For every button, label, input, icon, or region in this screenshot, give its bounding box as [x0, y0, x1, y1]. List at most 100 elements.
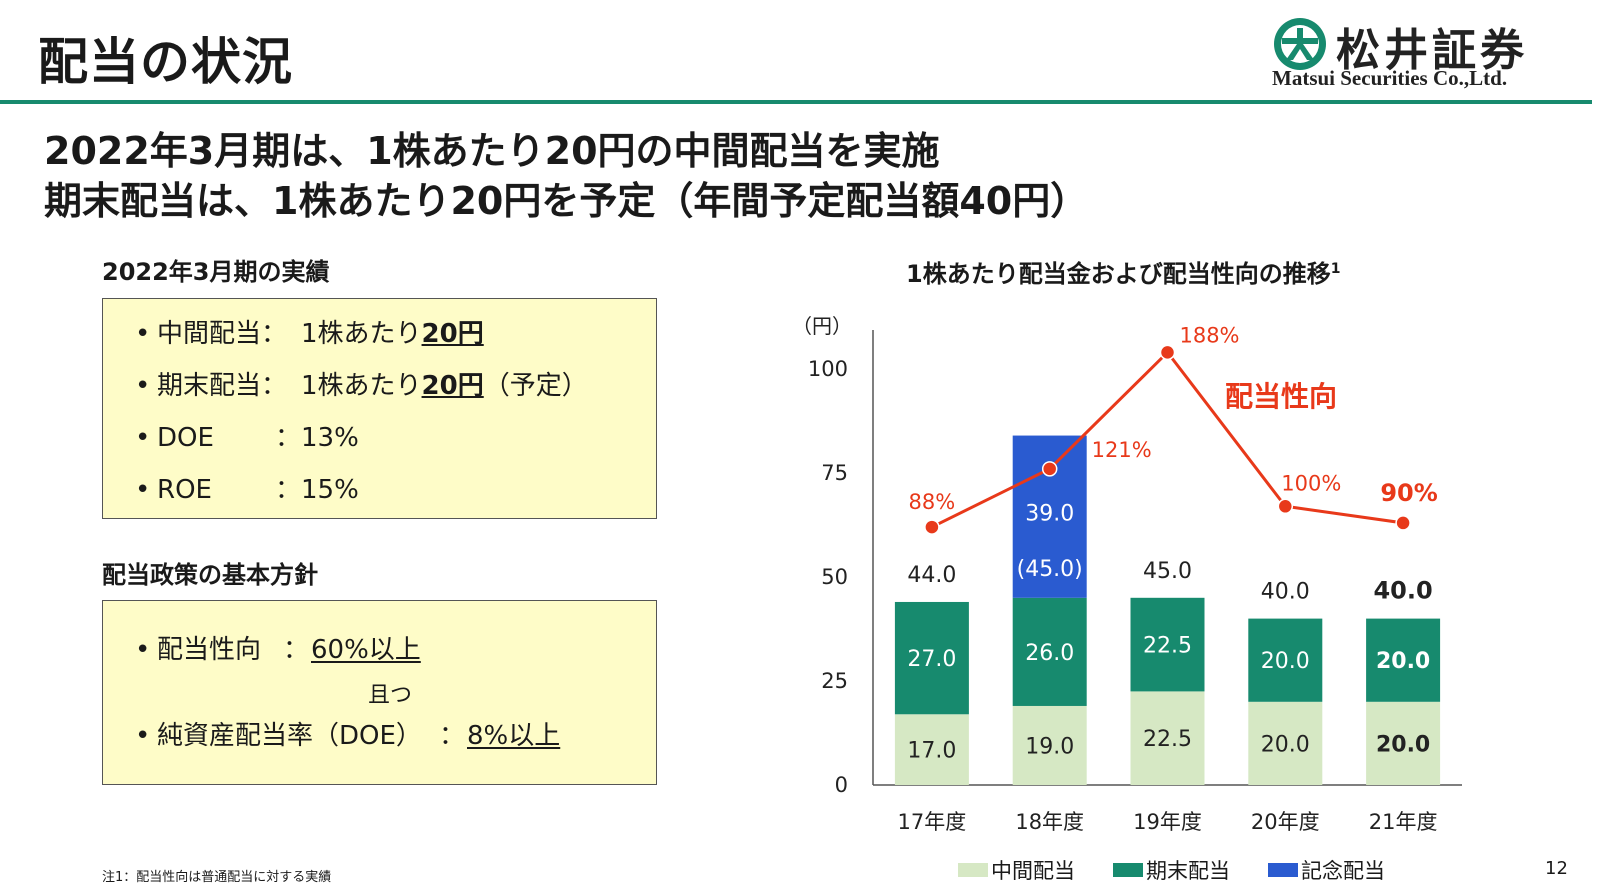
bar-interim [1130, 691, 1205, 785]
policy-section-title: 配当政策の基本方針 [102, 561, 318, 589]
bar-value-label: 26.0 [1025, 641, 1074, 666]
bar-final [1366, 618, 1441, 702]
bar-final [894, 601, 969, 715]
y-axis-unit-label: （円） [792, 314, 852, 338]
bar-value-label: 17.0 [907, 739, 956, 764]
results-row-label: ROE [157, 475, 212, 505]
bullet-icon: • [135, 319, 151, 349]
results-row-prefix: 1株あたり [301, 319, 422, 349]
bar-value-label: 20.0 [1261, 649, 1310, 674]
legend-label: 期末配当 [1146, 859, 1230, 883]
page-number: 12 [1545, 858, 1568, 879]
bar-value-label: 39.0 [1025, 502, 1074, 527]
results-row-prefix: 1株あたり [301, 371, 422, 401]
chart-title: 1株あたり配当金および配当性向の推移1 [906, 254, 1340, 289]
payout-ratio-label: 100% [1281, 471, 1341, 495]
x-tick-label: 21年度 [1369, 810, 1438, 834]
policy-row-label: 純資産配当率（DOE） [157, 721, 422, 751]
y-tick-label: 0 [835, 773, 848, 797]
payout-ratio-point [1277, 498, 1294, 515]
policy-row-value: 60%以上 [311, 635, 421, 665]
policy-row-payout: • 配当性向 ：60%以上 [135, 629, 421, 666]
bar-total-label: 40.0 [1373, 577, 1432, 605]
matsui-logo-icon [1274, 18, 1326, 70]
policy-row-separator: ： [283, 635, 310, 665]
bar-interim [1366, 701, 1441, 785]
policy-row-doe: • 純資産配当率（DOE） ：8%以上 [135, 715, 560, 752]
bar-total-label: 45.0 [1143, 559, 1192, 584]
payout-ratio-line [931, 350, 1404, 529]
y-tick-label: 25 [821, 669, 848, 693]
bullet-icon: • [135, 475, 151, 505]
bullet-icon: • [135, 635, 151, 665]
legend-swatch [1113, 863, 1143, 877]
results-box: • 中間配当： 1株あたり20円 • 期末配当： 1株あたり20円（予定） • DOE ：1… [102, 298, 657, 519]
y-tick-label: 50 [821, 565, 848, 589]
logo-name: 松井証券 [1336, 25, 1528, 76]
x-tick-label: 19年度 [1133, 810, 1202, 834]
headline-line-1: 2022年3月期は、1株あたり20円の中間配当を実施 [44, 129, 940, 173]
results-row-value: 15% [301, 475, 359, 505]
legend-final: 期末配当 [1113, 855, 1230, 885]
bar-interim [1248, 701, 1323, 785]
legend-swatch [958, 863, 988, 877]
payout-ratio-point [1159, 344, 1176, 361]
bar-value-label: 20.0 [1376, 649, 1430, 674]
payout-ratio-point [924, 519, 940, 535]
results-row-suffix: （予定） [483, 371, 588, 401]
payout-ratio-series-label: 配当性向 [1225, 380, 1337, 413]
bar-value-label: 27.0 [907, 647, 956, 672]
results-row-separator: ： [275, 423, 302, 453]
results-row-label: 中間配当： [157, 319, 288, 349]
bar-final [1130, 597, 1205, 692]
results-row-interim: • 中間配当： 1株あたり20円 [135, 313, 484, 350]
x-tick-label: 20年度 [1251, 810, 1320, 834]
payout-ratio-label: 88% [909, 490, 956, 514]
payout-ratio-label: 90% [1380, 479, 1437, 507]
results-row-value: 20円 [421, 319, 484, 349]
legend-label: 記念配当 [1301, 859, 1385, 883]
legend-swatch [1268, 863, 1298, 877]
bar-final [1248, 618, 1323, 702]
policy-box: • 配当性向 ：60%以上 且つ • 純資産配当率（DOE） ：8%以上 [102, 600, 657, 785]
bullet-icon: • [135, 721, 151, 751]
policy-row-value: 8%以上 [467, 721, 561, 751]
bar-value-label: 22.5 [1143, 634, 1192, 659]
bar-commemorative [1012, 435, 1087, 598]
x-tick-label: 18年度 [1015, 810, 1084, 834]
legend-commemorative: 記念配当 [1268, 855, 1385, 885]
company-logo: 松井証券 Matsui Securities Co.,Ltd. [1268, 14, 1548, 94]
y-tick-label: 100 [808, 357, 848, 381]
payout-ratio-label: 121% [1092, 438, 1152, 462]
bar-total-label: (45.0) [1017, 557, 1083, 582]
y-tick-label: 75 [821, 461, 848, 485]
policy-row-label: 配当性向 [157, 635, 262, 665]
results-row-label: DOE [157, 423, 214, 453]
bar-total-label: 44.0 [907, 563, 956, 588]
bar-value-label: 22.5 [1143, 727, 1192, 752]
payout-ratio-point [1395, 515, 1411, 531]
results-row-label: 期末配当： [157, 371, 288, 401]
title-divider [0, 100, 1592, 104]
chart-title-note: 1 [1330, 261, 1341, 277]
bullet-icon: • [135, 423, 151, 453]
bar-value-label: 20.0 [1261, 732, 1310, 757]
bar-value-label: 19.0 [1025, 734, 1074, 759]
bar-total-label: 40.0 [1261, 580, 1310, 605]
bar-interim [894, 714, 969, 785]
legend-interim: 中間配当 [958, 855, 1075, 885]
bar-interim [1012, 705, 1087, 785]
results-row-value: 13% [301, 423, 359, 453]
logo-subtitle: Matsui Securities Co.,Ltd. [1272, 66, 1508, 90]
results-row-roe: • ROE ：15% [135, 469, 359, 506]
page-title: 配当の状況 [38, 33, 293, 91]
x-tick-label: 17年度 [898, 810, 967, 834]
results-row-separator: ： [275, 475, 302, 505]
payout-ratio-label: 188% [1179, 323, 1239, 347]
results-row-final: • 期末配当： 1株あたり20円（予定） [135, 365, 588, 402]
results-row-doe: • DOE ：13% [135, 417, 359, 454]
headline-line-2: 期末配当は、1株あたり20円を予定（年間予定配当額40円） [44, 179, 1089, 223]
policy-row-separator: ： [439, 721, 466, 751]
payout-ratio-point [1041, 461, 1058, 477]
footnote: 注1：配当性向は普通配当に対する実績 [102, 870, 332, 885]
